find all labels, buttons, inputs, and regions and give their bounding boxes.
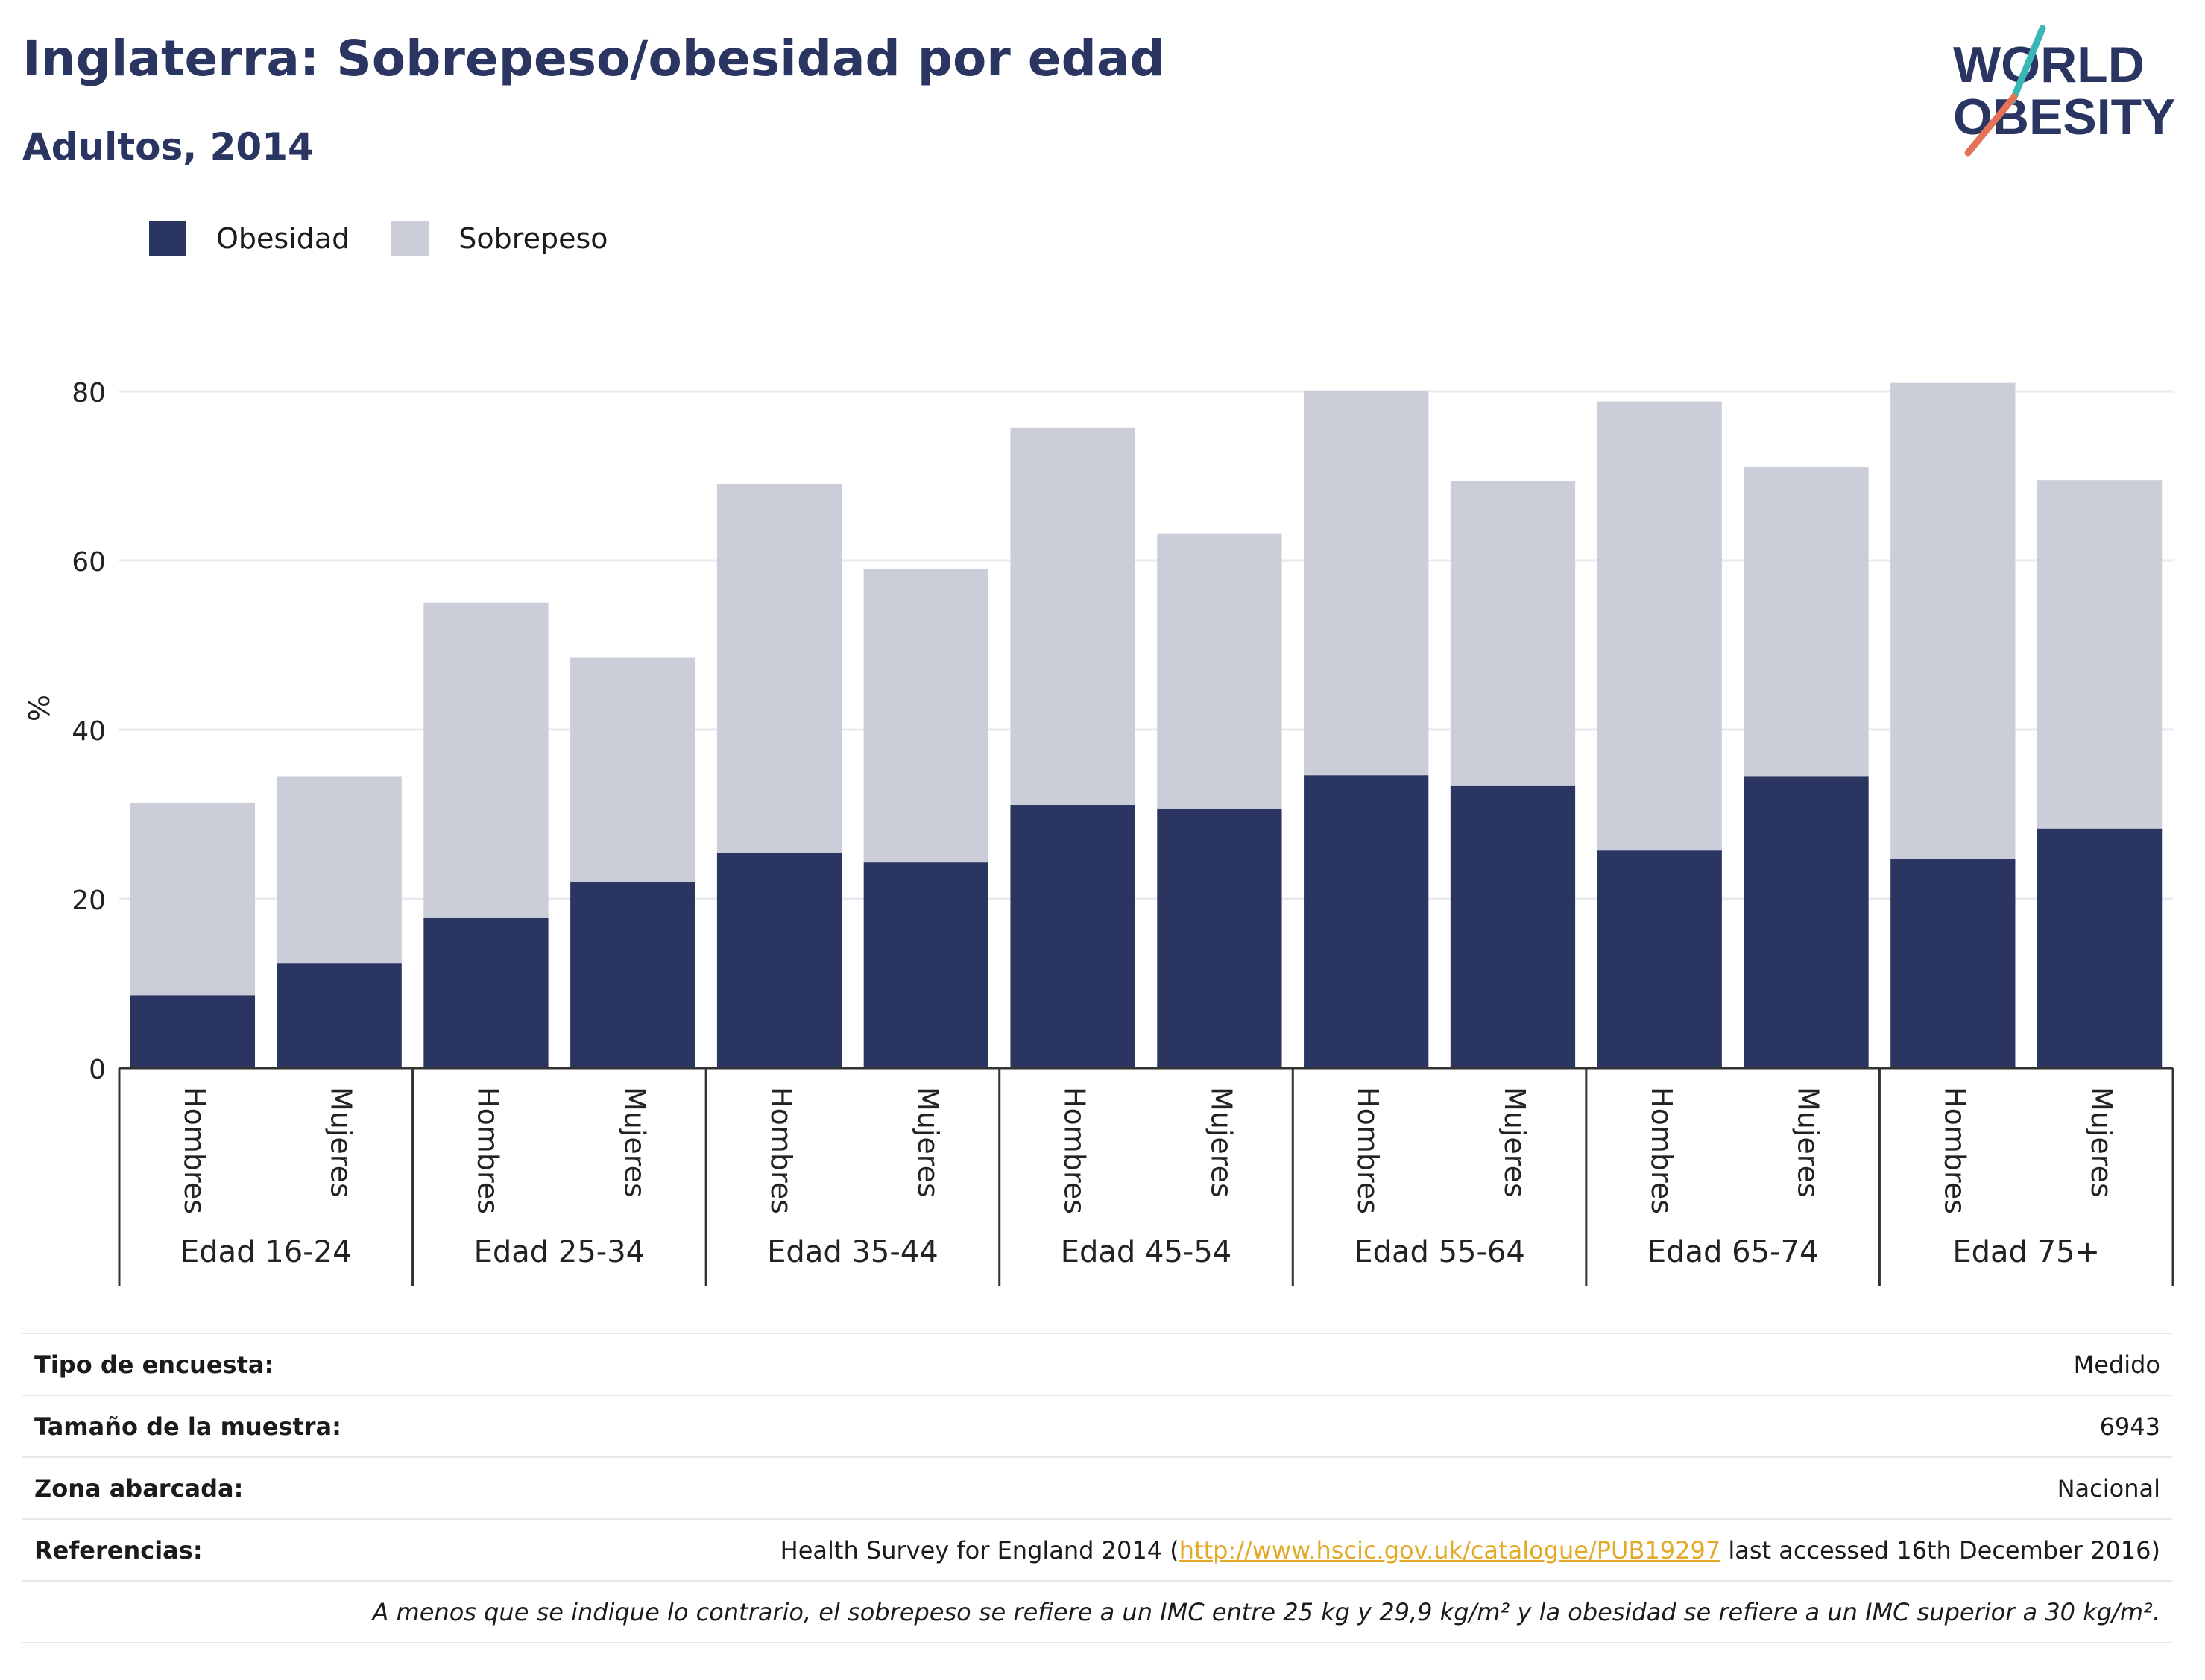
bar-sobrepeso (863, 569, 988, 863)
footnote: A menos que se indique lo contrario, el … (372, 1597, 2160, 1626)
x-subcategory-label: Mujeres (618, 1087, 651, 1198)
reference-link[interactable]: http://www.hscic.gov.uk/catalogue/PUB192… (1179, 1535, 1721, 1564)
bar-obesidad (423, 917, 549, 1068)
x-subcategory-label: Mujeres (1792, 1087, 1825, 1198)
bar-chart: 0 20 40 60 80% Hombres Mujeres Hombres Mujeres Ho… (23, 378, 2174, 1286)
bar-obesidad (130, 995, 256, 1068)
x-group-label: Edad 16-24 (180, 1235, 352, 1269)
legend-item-sobrepeso[interactable]: Sobrepeso (391, 221, 608, 256)
bar-sobrepeso (1744, 467, 1869, 777)
bar-sobrepeso (570, 657, 695, 882)
bar-sobrepeso (423, 602, 549, 918)
y-tick-label: 20 (72, 885, 106, 916)
x-group-label: Edad 45-54 (1061, 1235, 1232, 1269)
reference-prefix: Health Survey for England 2014 ( (780, 1535, 1179, 1564)
bar-sobrepeso (1890, 382, 2016, 859)
bar-sobrepeso (1010, 427, 1135, 806)
chart-subtitle: Adultos, 2014 (22, 125, 314, 168)
info-label: Tamaño de la muestra: (34, 1412, 341, 1441)
info-row-survey-type: Tipo de encuesta: Medido (22, 1334, 2172, 1396)
bar-obesidad (863, 862, 988, 1068)
bar-obesidad (1597, 850, 1722, 1068)
legend-label-obesidad: Obesidad (216, 222, 350, 255)
x-subcategory-label: Hombres (178, 1087, 211, 1214)
x-subcategory-label: Mujeres (2085, 1087, 2118, 1198)
legend-item-obesidad[interactable]: Obesidad (149, 221, 350, 256)
x-group-label: Edad 65-74 (1647, 1235, 1819, 1269)
bar-sobrepeso (716, 484, 842, 853)
legend-label-sobrepeso: Sobrepeso (458, 222, 608, 255)
bar-sobrepeso (1157, 533, 1282, 809)
x-subcategory-label: Mujeres (912, 1087, 944, 1198)
x-subcategory-label: Hombres (1938, 1087, 1971, 1214)
x-subcategory-label: Mujeres (325, 1087, 358, 1198)
footnote-row: A menos que se indique lo contrario, el … (22, 1582, 2172, 1643)
info-row-references: Referencias: Health Survey for England 2… (22, 1520, 2172, 1582)
x-group-label: Edad 25-34 (474, 1235, 646, 1269)
chart-legend: Obesidad Sobrepeso (149, 221, 650, 256)
reference-text: Health Survey for England 2014 (http://w… (780, 1536, 2160, 1564)
x-subcategory-label: Hombres (1645, 1087, 1678, 1214)
info-row-coverage: Zona abarcada: Nacional (22, 1458, 2172, 1520)
bar-obesidad (1010, 805, 1135, 1068)
info-table: Tipo de encuesta: Medido Tamaño de la mu… (22, 1333, 2172, 1643)
bar-sobrepeso (130, 803, 256, 996)
x-subcategory-label: Hombres (1351, 1087, 1384, 1214)
legend-swatch-obesidad (149, 221, 186, 256)
bar-obesidad (2037, 828, 2163, 1068)
bar-sobrepeso (277, 776, 402, 964)
x-subcategory-label: Mujeres (1498, 1087, 1531, 1198)
logo-line1: WORLD (1953, 37, 2145, 93)
bar-sobrepeso (1304, 390, 1429, 776)
x-subcategory-label: Hombres (765, 1087, 798, 1214)
x-subcategory-label: Mujeres (1205, 1087, 1237, 1198)
x-group-label: Edad 75+ (1952, 1235, 2100, 1269)
bar-sobrepeso (1450, 481, 1576, 786)
info-value: Medido (2073, 1350, 2160, 1379)
y-tick-label: 80 (72, 378, 106, 408)
y-tick-label: 60 (72, 547, 106, 578)
reference-label: Referencias: (34, 1535, 203, 1564)
legend-swatch-sobrepeso (391, 221, 429, 256)
x-subcategory-label: Hombres (471, 1087, 504, 1214)
bar-obesidad (570, 882, 695, 1068)
info-value: 6943 (2099, 1412, 2160, 1441)
logo-slash-coral (1964, 93, 2018, 157)
x-subcategory-label: Hombres (1059, 1087, 1091, 1214)
logo-line2: OBESITY (1953, 89, 2176, 145)
bar-obesidad (1157, 809, 1282, 1068)
y-tick-label: 0 (89, 1055, 106, 1085)
bar-obesidad (1744, 776, 1869, 1068)
bar-obesidad (1304, 775, 1429, 1068)
info-row-sample-size: Tamaño de la muestra: 6943 (22, 1396, 2172, 1458)
bar-obesidad (716, 853, 842, 1068)
chart-title: Inglaterra: Sobrepeso/obesidad por edad (22, 30, 1165, 87)
bar-obesidad (277, 963, 402, 1068)
world-obesity-logo: WORLD OBESITY (1953, 25, 2176, 157)
bar-sobrepeso (2037, 480, 2163, 829)
info-label: Zona abarcada: (34, 1474, 244, 1503)
y-tick-label: 40 (72, 716, 106, 747)
logo-slash-teal (2009, 25, 2046, 104)
info-value: Nacional (2057, 1474, 2160, 1503)
bar-obesidad (1450, 785, 1576, 1068)
bar-obesidad (1890, 859, 2016, 1068)
reference-suffix: last accessed 16th December 2016) (1720, 1535, 2160, 1564)
x-group-label: Edad 55-64 (1354, 1235, 1525, 1269)
bar-sobrepeso (1597, 401, 1722, 851)
x-group-label: Edad 35-44 (767, 1235, 939, 1269)
info-label: Tipo de encuesta: (34, 1350, 274, 1379)
y-axis-label: % (23, 695, 56, 721)
